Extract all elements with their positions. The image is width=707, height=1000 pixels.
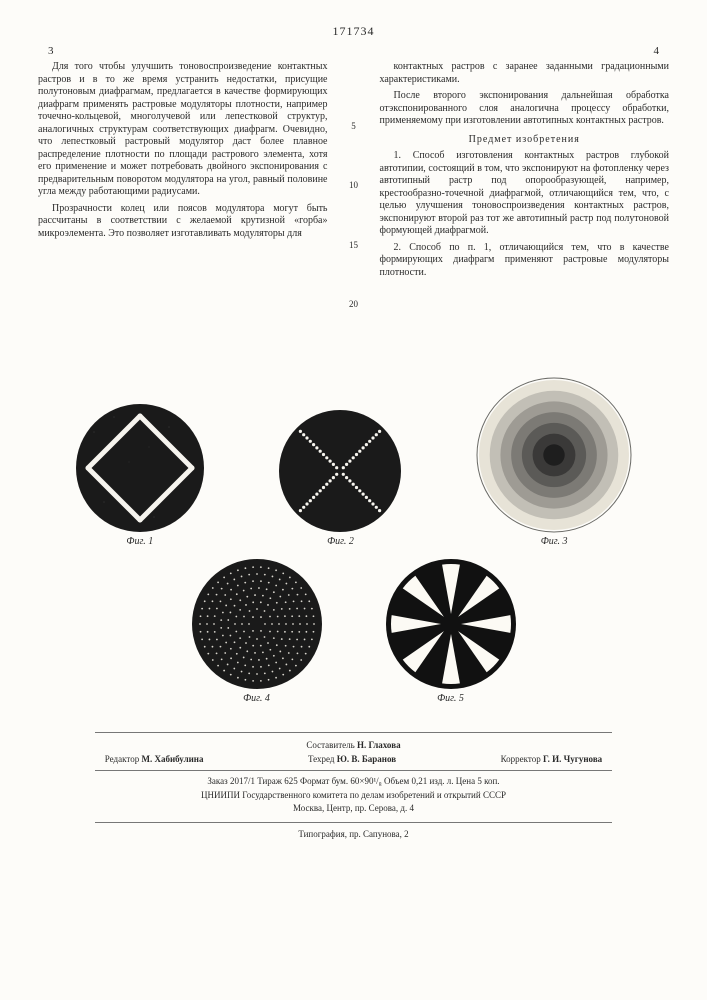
fig1-svg [74, 402, 206, 534]
right-col-num: 4 [654, 45, 660, 57]
left-column: Для того чтобы улучшить тоновоспроизведе… [38, 61, 328, 358]
fig5-svg [384, 557, 518, 691]
typography-line: Типография, пр. Сапунова, 2 [38, 829, 669, 839]
fig2-caption: Фиг. 2 [277, 536, 403, 547]
document-number: 171734 [38, 24, 669, 39]
footer-block: Составитель Н. Глахова Редактор М. Хабиб… [95, 732, 612, 823]
fig5-caption: Фиг. 5 [384, 693, 518, 704]
right-column: контактных растров с заранее заданными г… [380, 61, 670, 358]
fig4-svg [190, 557, 324, 691]
left-p2: Прозрачности колец или поясов модулятора… [38, 203, 328, 241]
order-line: Заказ 2017/1 Тираж 625 Формат бум. 60×90… [95, 775, 612, 789]
tech-label: Техред [308, 754, 335, 764]
claim-2: 2. Способ по п. 1, отличающийся тем, что… [380, 242, 670, 280]
corr-label: Корректор [501, 754, 541, 764]
tech-name: Ю. В. Баранов [337, 754, 396, 764]
editor-name: М. Хабибулина [141, 754, 203, 764]
figure-3: Фиг. 3 [475, 376, 633, 547]
left-p1: Для того чтобы улучшить тоновоспроизведе… [38, 61, 328, 199]
org-line2: Москва, Центр, пр. Серова, д. 4 [95, 802, 612, 816]
fig3-caption: Фиг. 3 [475, 536, 633, 547]
line-numbers: 5 10 15 20 [346, 61, 362, 358]
fig2-svg [277, 408, 403, 534]
editor-label: Редактор [105, 754, 139, 764]
fig3-svg [475, 376, 633, 534]
compiler-name: Н. Глахова [357, 740, 401, 750]
figure-4: Фиг. 4 [190, 557, 324, 704]
right-p1: контактных растров с заранее заданными г… [380, 61, 670, 86]
figure-2: Фиг. 2 [277, 408, 403, 547]
left-col-num: 3 [48, 45, 54, 57]
subject-heading: Предмет изобретения [380, 134, 670, 147]
corr-name: Г. И. Чугунова [543, 754, 602, 764]
compiler-label: Составитель [306, 740, 354, 750]
fig4-caption: Фиг. 4 [190, 693, 324, 704]
figure-1: Фиг. 1 [74, 402, 206, 547]
right-p2: После второго экспонирования дальнейшая … [380, 90, 670, 128]
figure-5: Фиг. 5 [384, 557, 518, 704]
claim-1: 1. Способ изготовления контактных растро… [380, 150, 670, 238]
fig1-caption: Фиг. 1 [74, 536, 206, 547]
org-line1: ЦНИИПИ Государственного комитета по дела… [95, 789, 612, 803]
